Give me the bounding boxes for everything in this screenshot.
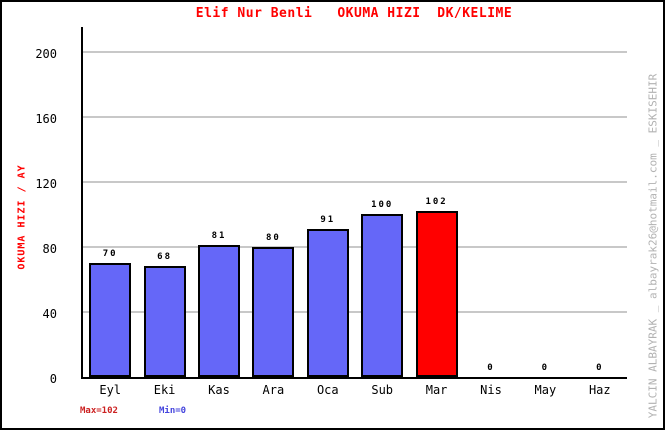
y-tick-label: 200 [35, 47, 57, 61]
gridline [83, 51, 627, 53]
bar [89, 263, 132, 377]
x-tick-label: Eyl [99, 383, 122, 397]
min-annotation: Min=0 [159, 406, 187, 416]
gridline [83, 181, 627, 183]
x-tick-label: Kas [208, 383, 230, 397]
bar-value-label: 0 [541, 363, 550, 373]
x-tick-label: Haz [588, 383, 611, 397]
bar-value-label: 100 [371, 200, 394, 210]
gridline [83, 246, 627, 248]
x-tick-label: Oca [316, 383, 339, 397]
bar [143, 266, 186, 377]
bar [252, 247, 295, 377]
y-tick-label: 40 [42, 307, 57, 321]
bar-value-label: 80 [265, 233, 281, 243]
bar-value-label: 91 [320, 215, 336, 225]
x-tick-label: Nis [480, 383, 502, 397]
bar-value-label: 102 [425, 197, 448, 207]
y-tick-label: 120 [35, 177, 57, 191]
x-tick-label: Eki [153, 383, 176, 397]
bar [415, 211, 458, 377]
x-tick-label: Sub [371, 383, 394, 397]
y-tick-label: 160 [35, 112, 57, 126]
bar-value-label: 0 [487, 363, 495, 373]
gridline [83, 116, 627, 118]
x-tick-label: Mar [425, 383, 448, 397]
bar-value-label: 81 [211, 231, 227, 241]
bar-value-label: 70 [102, 249, 118, 259]
bar-value-label: 68 [157, 252, 172, 262]
bar [361, 214, 404, 377]
x-tick-label: Ara [262, 383, 285, 397]
watermark-text: YALCIN ALBAYRAK _ albayrak26@hotmail.com… [646, 73, 660, 419]
y-tick-label: 0 [49, 372, 57, 386]
gridline [83, 311, 627, 313]
bar-value-label: 0 [596, 363, 604, 373]
plot-area: 70 68 81 80 91 100 102 0 0 0 [81, 27, 627, 379]
chart-title: Elif Nur Benli OKUMA HIZI DK/KELIME [195, 6, 513, 21]
y-tick-label: 80 [42, 242, 57, 256]
x-tick-label: May [534, 383, 557, 397]
bar [198, 245, 240, 377]
bar [306, 229, 349, 377]
max-annotation: Max=102 [80, 406, 118, 416]
